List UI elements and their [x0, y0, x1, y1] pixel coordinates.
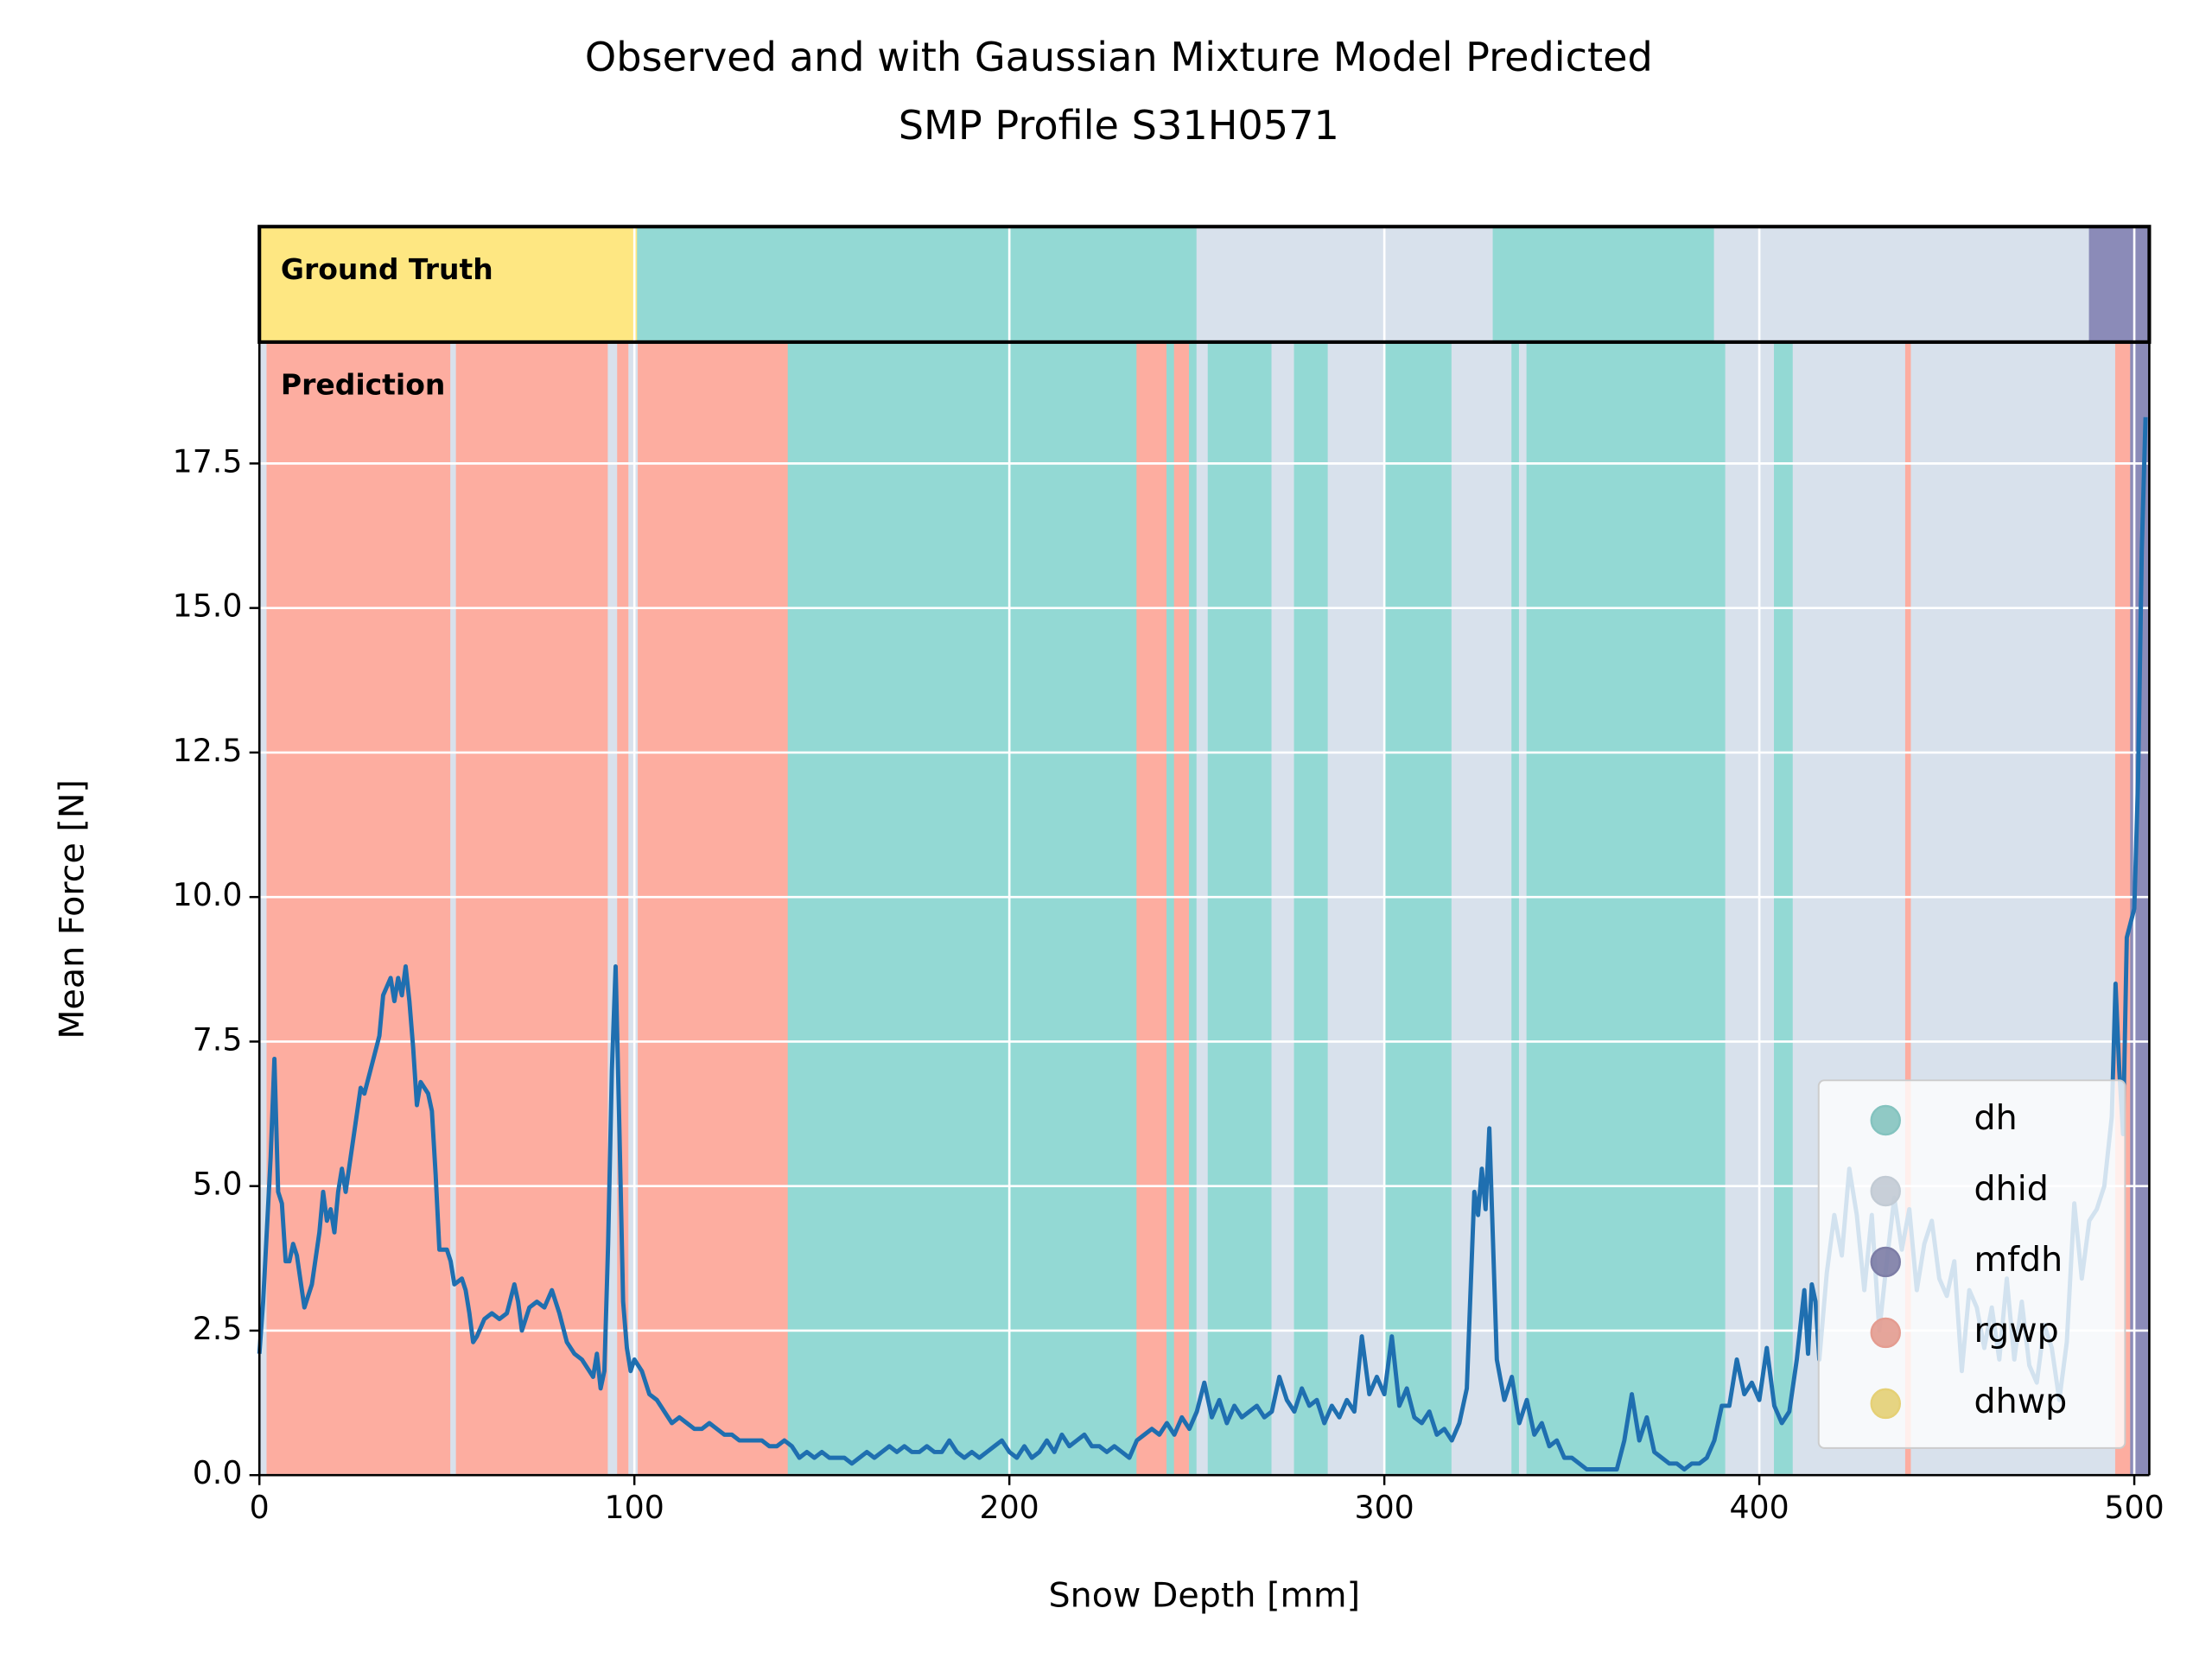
- legend-marker: [1870, 1317, 1901, 1349]
- class-band: [1189, 341, 1198, 1476]
- y-tick-label: 12.5: [173, 732, 243, 769]
- class-band: [1518, 341, 1528, 1476]
- band-label: Prediction: [281, 368, 445, 402]
- x-tick-label: 400: [1729, 1489, 1789, 1526]
- x-tick-label: 200: [980, 1489, 1039, 1526]
- class-band: [1327, 341, 1385, 1476]
- class-band: [1383, 341, 1452, 1476]
- x-tick-label: 300: [1355, 1489, 1414, 1526]
- class-band: [1294, 341, 1329, 1476]
- class-band: [1774, 341, 1794, 1476]
- class-band: [1271, 341, 1295, 1476]
- class-band: [266, 341, 451, 1476]
- legend-label: dhid: [1974, 1169, 2049, 1209]
- x-tick-label: 0: [250, 1489, 270, 1526]
- y-tick-label: 10.0: [173, 876, 243, 913]
- legend-box: [1817, 1079, 2126, 1449]
- legend-label: rgwp: [1974, 1311, 2059, 1351]
- class-band: [1511, 341, 1520, 1476]
- class-band: [1526, 341, 1726, 1476]
- class-band: [455, 341, 609, 1476]
- class-band: [1492, 226, 1715, 343]
- class-band: [1451, 341, 1513, 1476]
- x-tick-label: 500: [2104, 1489, 2164, 1526]
- class-band: [1196, 226, 1494, 343]
- class-band: [258, 226, 639, 343]
- legend-marker: [1870, 1388, 1901, 1420]
- class-band: [638, 341, 789, 1476]
- legend-marker: [1870, 1175, 1901, 1207]
- y-axis-label: Mean Force [N]: [52, 779, 92, 1039]
- x-axis-label: Snow Depth [mm]: [1049, 1576, 1361, 1616]
- class-band: [637, 226, 1198, 343]
- class-band: [1166, 341, 1175, 1476]
- class-band: [1725, 341, 1775, 1476]
- y-tick-label: 5.0: [193, 1166, 243, 1203]
- chart-title: Observed and with Gaussian Mixture Model…: [585, 34, 1653, 80]
- class-band: [1173, 341, 1190, 1476]
- legend-marker: [1870, 1246, 1901, 1278]
- class-band: [787, 341, 1138, 1476]
- class-band: [1207, 341, 1273, 1476]
- legend-marker: [1870, 1104, 1901, 1136]
- x-tick-label: 100: [605, 1489, 664, 1526]
- chart-title: SMP Profile S31H0571: [899, 102, 1339, 149]
- class-band: [607, 341, 619, 1476]
- y-tick-label: 15.0: [173, 588, 243, 625]
- band-label: Ground Truth: [281, 252, 493, 286]
- legend-label: dh: [1974, 1098, 2018, 1138]
- class-band: [1196, 341, 1209, 1476]
- class-band: [2088, 226, 2150, 343]
- class-band: [1713, 226, 2090, 343]
- legend-label: dhwp: [1974, 1382, 2068, 1421]
- y-tick-label: 17.5: [173, 442, 243, 480]
- y-tick-label: 0.0: [193, 1454, 243, 1491]
- y-tick-label: 2.5: [193, 1310, 243, 1347]
- legend-label: mfdh: [1974, 1240, 2063, 1280]
- class-band: [1136, 341, 1167, 1476]
- y-tick-label: 7.5: [193, 1020, 243, 1058]
- class-band: [450, 341, 457, 1476]
- ground-truth-frame: [257, 225, 2152, 344]
